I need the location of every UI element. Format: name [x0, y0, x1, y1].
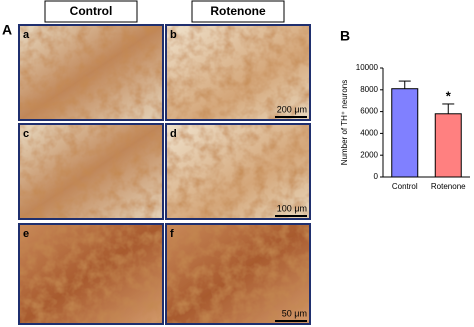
y-tick-label: 4000 [360, 129, 378, 138]
micrograph [18, 24, 164, 121]
panel-letter: f [170, 228, 174, 240]
micrograph-border [18, 123, 164, 220]
y-tick-label: 8000 [360, 85, 378, 94]
x-tick-label: Control [392, 182, 418, 191]
micrograph-grid: A B Control Rotenone a b 200 μm c d 100 μm e f 50 μm [2, 0, 350, 325]
panel-label: B [340, 28, 350, 44]
y-tick-label: 0 [374, 172, 379, 181]
panel-letter: e [23, 228, 29, 240]
micrograph-border [18, 223, 164, 325]
significance-marker: * [446, 88, 452, 103]
panel-letter: a [23, 29, 30, 41]
error-bar [398, 80, 411, 89]
bar [434, 113, 462, 178]
scale-bar-label: 50 μm [282, 308, 307, 318]
bar [391, 88, 419, 178]
scale-bar-label: 200 μm [277, 104, 307, 114]
column-header-box [191, 0, 285, 23]
x-tick-label: Rotenone [431, 182, 466, 191]
column-header: Control [70, 4, 113, 18]
micrograph [18, 223, 164, 325]
scale-bar-label: 100 μm [277, 203, 307, 213]
error-bar [442, 103, 455, 114]
micrograph [165, 24, 311, 121]
y-tick-label: 6000 [360, 107, 378, 116]
panel-letter: c [23, 128, 29, 140]
panel-label: A [2, 22, 12, 38]
column-header-box [44, 0, 138, 23]
micrograph [165, 123, 311, 220]
y-tick-label: 2000 [360, 150, 378, 159]
micrograph-border [165, 223, 311, 325]
y-tick-label: 10000 [356, 63, 379, 72]
micrograph [18, 123, 164, 220]
micrograph-border [18, 24, 164, 121]
bar-chart: 0 2000 4000 6000 8000 10000 Number of TH⁺ neur… [340, 63, 470, 191]
y-axis-label: Number of TH⁺ neurons [340, 80, 349, 165]
panel-letter: b [170, 29, 177, 41]
micrograph-border [165, 24, 311, 121]
micrograph [165, 223, 311, 325]
micrograph-border [165, 123, 311, 220]
panel-letter: d [170, 128, 177, 140]
column-header: Rotenone [210, 4, 266, 18]
